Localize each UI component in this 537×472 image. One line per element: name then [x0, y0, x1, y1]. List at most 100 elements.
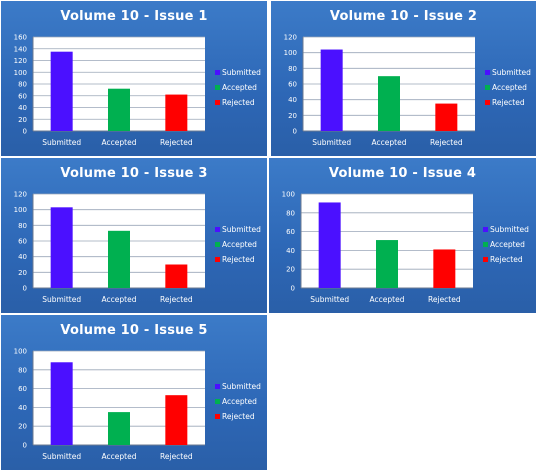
y-tick-label: 40: [18, 404, 27, 412]
chart-panel-issue-5: Volume 10 - Issue 5 0 20 40 60 80 100 Submitte…: [0, 314, 268, 471]
x-category-label: Rejected: [160, 295, 193, 304]
bar-rejected: [165, 264, 188, 288]
legend-swatch: [485, 85, 490, 90]
y-tick-label: 100: [14, 206, 27, 214]
legend-swatch: [215, 414, 220, 419]
x-category-label: Accepted: [370, 295, 405, 304]
legend-label: Accepted: [222, 83, 257, 92]
y-tick-label: 40: [288, 96, 297, 104]
x-category-label: Accepted: [372, 138, 407, 147]
legend-swatch: [485, 70, 490, 75]
y-tick-label: 80: [18, 222, 27, 230]
x-category-label: Accepted: [102, 138, 137, 147]
y-tick-label: 60: [18, 92, 27, 100]
bar-rejected: [435, 103, 458, 131]
y-tick-label: 120: [284, 34, 297, 42]
x-category-label: Submitted: [310, 295, 349, 304]
chart-panel-issue-3: Volume 10 - Issue 3 0 20 40 60 80 100 120 Submi…: [0, 157, 268, 314]
x-category-label: Submitted: [42, 138, 81, 147]
legend-label: Rejected: [490, 255, 523, 264]
x-category-label: Rejected: [430, 138, 463, 147]
chart-title: Volume 10 - Issue 3: [60, 166, 208, 181]
legend-label: Rejected: [222, 412, 255, 421]
bar-submitted: [318, 202, 341, 288]
x-category-label: Rejected: [160, 452, 193, 461]
bar-chart-issue-2: 0 20 40 60 80 100 120 Submitted Accepted Rejected…: [284, 34, 532, 148]
chart-panel-issue-1: Volume 10 - Issue 1 0 20 40 60 80 100 120 140 16…: [0, 0, 268, 157]
bar-chart-issue-4: 0 20 40 60 80 100 Submitted Accepted Rejected Sub…: [282, 191, 530, 305]
bar-chart-issue-5: 0 20 40 60 80 100 Submitted Accepted Rejected Sub…: [14, 348, 262, 462]
chart-title: Volume 10 - Issue 5: [60, 323, 208, 338]
x-category-label: Accepted: [102, 452, 137, 461]
legend-label: Submitted: [222, 68, 261, 77]
legend-label: Accepted: [222, 397, 257, 406]
legend-label: Rejected: [222, 255, 255, 264]
bar-rejected: [433, 249, 456, 288]
legend-swatch: [215, 227, 220, 232]
y-tick-label: 60: [18, 238, 27, 246]
chart-title: Volume 10 - Issue 1: [60, 9, 208, 24]
y-tick-label: 120: [14, 191, 27, 199]
x-category-label: Rejected: [160, 138, 193, 147]
bar-submitted: [50, 207, 73, 288]
legend-label: Accepted: [490, 240, 525, 249]
x-category-label: Accepted: [102, 295, 137, 304]
bar-rejected: [165, 94, 188, 131]
legend-swatch: [215, 70, 220, 75]
y-tick-label: 20: [18, 116, 27, 124]
y-tick-label: 60: [18, 385, 27, 393]
x-category-label: Submitted: [42, 452, 81, 461]
x-category-label: Rejected: [428, 295, 461, 304]
y-tick-label: 20: [286, 266, 295, 274]
y-tick-label: 20: [18, 269, 27, 277]
bar-accepted: [108, 88, 130, 131]
legend-swatch: [215, 100, 220, 105]
bar-chart-issue-1: 0 20 40 60 80 100 120 140 160 Submitted Accepted Re…: [14, 34, 262, 148]
legend-swatch: [215, 257, 220, 262]
y-tick-label: 60: [288, 81, 297, 89]
legend-swatch: [215, 399, 220, 404]
y-tick-label: 120: [14, 57, 27, 65]
legend-label: Accepted: [222, 240, 257, 249]
bar-accepted: [108, 412, 130, 445]
legend-label: Submitted: [222, 382, 261, 391]
bar-accepted: [376, 240, 398, 288]
bar-submitted: [50, 51, 73, 131]
legend-label: Rejected: [222, 98, 255, 107]
y-tick-label: 160: [14, 34, 27, 42]
legend-label: Submitted: [490, 225, 529, 234]
bar-submitted: [320, 49, 343, 131]
x-category-label: Submitted: [312, 138, 351, 147]
legend-swatch: [483, 242, 488, 247]
legend-swatch: [215, 384, 220, 389]
y-tick-label: 0: [23, 128, 27, 136]
y-tick-label: 80: [288, 65, 297, 73]
y-tick-label: 100: [14, 69, 27, 77]
legend-label: Rejected: [492, 98, 525, 107]
y-tick-label: 0: [23, 442, 27, 450]
y-tick-label: 80: [18, 81, 27, 89]
bar-chart-issue-3: 0 20 40 60 80 100 120 Submitted Accepted Rejected…: [14, 191, 262, 305]
legend-swatch: [483, 227, 488, 232]
y-tick-label: 100: [14, 348, 27, 356]
y-tick-label: 80: [286, 209, 295, 217]
legend-label: Submitted: [222, 225, 261, 234]
legend-swatch: [215, 85, 220, 90]
bar-accepted: [108, 230, 130, 288]
chart-panel-issue-4: Volume 10 - Issue 4 0 20 40 60 80 100 Submitte…: [268, 157, 537, 314]
y-tick-label: 60: [286, 228, 295, 236]
y-tick-label: 40: [18, 104, 27, 112]
chart-title: Volume 10 - Issue 4: [328, 166, 477, 181]
chart-panel-issue-2: Volume 10 - Issue 2 0 20 40 60 80 100 120 Submi…: [270, 0, 537, 157]
chart-title: Volume 10 - Issue 2: [329, 9, 478, 24]
legend-swatch: [485, 100, 490, 105]
x-category-label: Submitted: [42, 295, 81, 304]
bar-submitted: [50, 362, 73, 445]
y-tick-label: 100: [282, 191, 295, 199]
y-tick-label: 140: [14, 45, 27, 53]
y-tick-label: 40: [18, 253, 27, 261]
bar-rejected: [165, 395, 188, 445]
legend-swatch: [483, 257, 488, 262]
y-tick-label: 100: [284, 49, 297, 57]
y-tick-label: 40: [286, 247, 295, 255]
